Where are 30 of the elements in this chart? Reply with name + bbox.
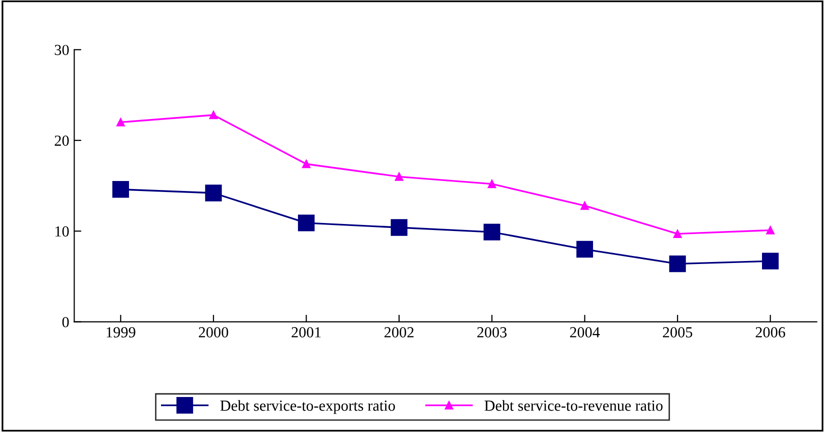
point (484, 224, 500, 240)
point (302, 160, 310, 168)
y-tick-label: 20 (54, 136, 69, 146)
point (488, 180, 496, 188)
point (390, 219, 408, 236)
point (209, 110, 218, 120)
point (762, 252, 779, 270)
x-tick-label: 2000 (198, 327, 228, 338)
x-tick-label: 2003 (477, 327, 507, 338)
x-tick-label: 2001 (292, 327, 321, 338)
point (298, 214, 315, 232)
x-tick-label: 2004 (570, 327, 600, 338)
y-tick-label: 10 (55, 226, 69, 237)
point (116, 118, 125, 126)
point (394, 172, 404, 181)
x-tick-label: 2006 (756, 327, 786, 338)
point (576, 240, 594, 258)
point (673, 230, 682, 238)
point (669, 255, 686, 272)
point (580, 202, 589, 210)
x-tick-label: 1999 (106, 327, 136, 338)
point (112, 181, 129, 198)
legend-label: Debt service-to-exports ratio (220, 400, 395, 414)
x-tick-label: 2002 (384, 327, 414, 338)
legend-label: Debt service-to-revenue ratio (484, 400, 663, 411)
x-tick-label: 2005 (662, 327, 692, 338)
point (205, 184, 222, 202)
y-tick-label: 0 (62, 316, 69, 328)
y-tick-label: 30 (54, 44, 69, 56)
point (766, 226, 775, 234)
